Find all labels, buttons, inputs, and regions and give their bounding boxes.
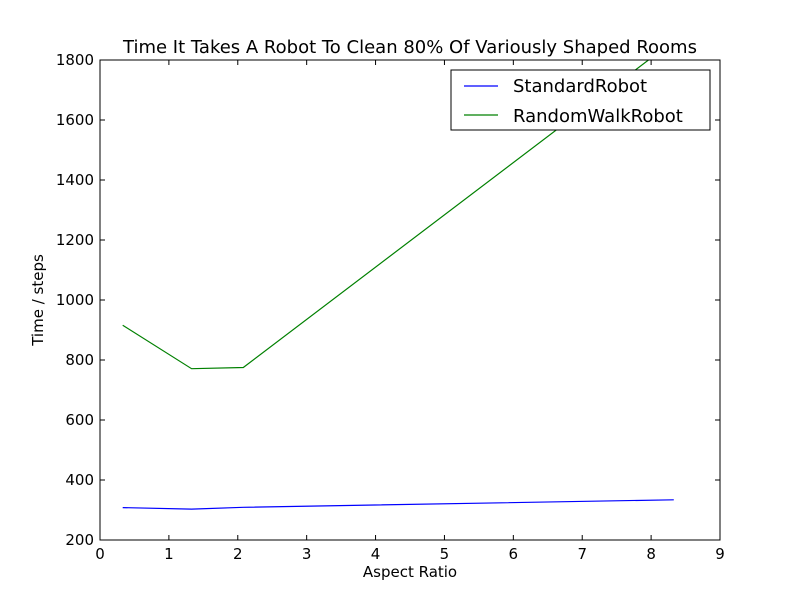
plot-frame <box>99 59 721 541</box>
y-tick-label: 800 <box>65 351 94 369</box>
legend-label-standardrobot: StandardRobot <box>513 76 647 97</box>
series-line-standardrobot <box>122 499 674 510</box>
series-layer <box>122 60 674 510</box>
chart-title: Time It Takes A Robot To Clean 80% Of Va… <box>122 37 697 58</box>
x-tick-label: 0 <box>95 545 105 563</box>
legend: StandardRobot RandomWalkRobot <box>450 69 711 131</box>
legend-box <box>450 69 711 131</box>
x-tick-label: 5 <box>440 545 450 563</box>
x-tick-label: 4 <box>371 545 381 563</box>
y-tick-label: 1800 <box>56 51 94 69</box>
legend-label-randomwalkrobot: RandomWalkRobot <box>513 106 683 127</box>
y-axis-label: Time / steps <box>29 254 47 347</box>
y-axis: 200 400 600 800 1000 1200 1400 1600 1800 <box>56 51 720 549</box>
x-tick-label: 1 <box>164 545 174 563</box>
x-tick-label: 9 <box>715 545 725 563</box>
x-tick-label: 8 <box>646 545 656 563</box>
x-tick-label: 3 <box>302 545 312 563</box>
x-tick-label: 7 <box>577 545 587 563</box>
x-axis-label: Aspect Ratio <box>363 563 457 581</box>
y-tick-label: 600 <box>65 411 94 429</box>
y-tick-label: 400 <box>65 471 94 489</box>
x-tick-label: 2 <box>233 545 243 563</box>
y-tick-label: 1000 <box>56 291 94 309</box>
x-axis: 0 1 2 3 4 5 6 7 8 9 <box>95 60 725 563</box>
x-tick-label: 6 <box>509 545 519 563</box>
y-tick-label: 1600 <box>56 111 94 129</box>
y-tick-label: 1200 <box>56 231 94 249</box>
y-tick-label: 200 <box>65 531 94 549</box>
y-tick-label: 1400 <box>56 171 94 189</box>
series-line-randomwalkrobot <box>122 60 650 370</box>
